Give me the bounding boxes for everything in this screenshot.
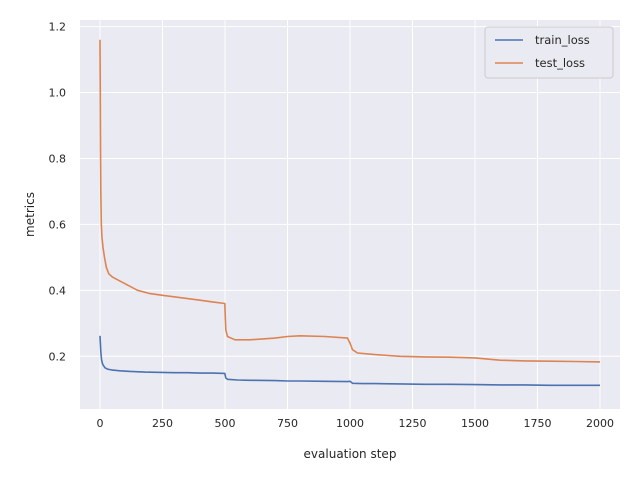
x-tick-label: 2000 <box>586 417 614 430</box>
grid-lines <box>80 20 620 409</box>
y-tick-label: 0.6 <box>49 218 67 231</box>
x-tick-labels: 0 250 500 750 1000 1250 1500 1750 2000 <box>97 417 615 430</box>
y-tick-label: 0.2 <box>49 350 67 363</box>
series-line-test-loss <box>99 39 601 363</box>
legend-label-train-loss: train_loss <box>535 33 590 47</box>
legend-label-test-loss: test_loss <box>535 56 585 70</box>
x-tick-label: 750 <box>277 417 298 430</box>
y-tick-label: 1.0 <box>49 87 67 100</box>
y-axis-label: metrics <box>23 192 37 237</box>
series-line-train-loss <box>99 335 600 387</box>
x-tick-label: 1000 <box>336 417 364 430</box>
x-axis-label: evaluation step <box>304 447 397 461</box>
y-tick-label: 0.4 <box>49 284 67 297</box>
x-tick-label: 1750 <box>524 417 552 430</box>
series-lines <box>99 39 601 387</box>
x-tick-label: 0 <box>97 417 104 430</box>
x-tick-label: 1250 <box>399 417 427 430</box>
y-tick-label: 1.2 <box>49 21 67 34</box>
legend: train_loss test_loss <box>484 26 614 79</box>
y-tick-label: 0.8 <box>49 152 67 165</box>
x-tick-label: 500 <box>215 417 236 430</box>
x-tick-label: 250 <box>152 417 173 430</box>
y-tick-labels: 0.2 0.4 0.6 0.8 1.0 1.2 <box>49 21 67 364</box>
x-tick-label: 1500 <box>461 417 489 430</box>
